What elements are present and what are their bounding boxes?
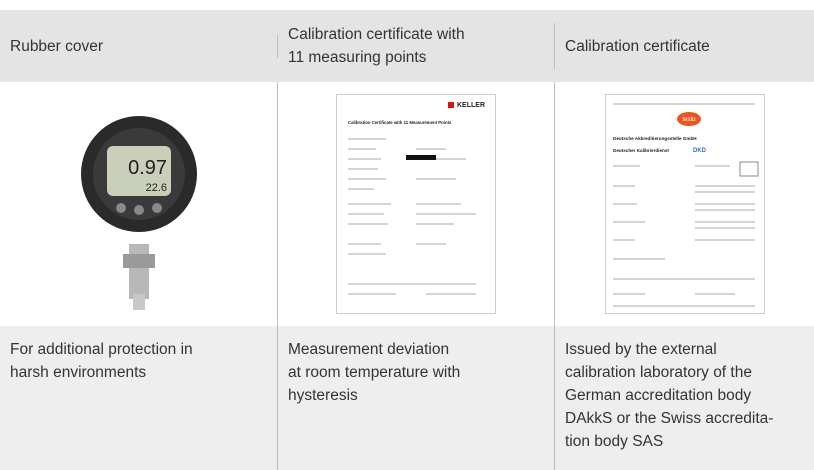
header-cell: Rubber cover — [0, 34, 278, 58]
cell-text-line: Issued by the external — [565, 341, 717, 358]
cell-text-line: at room temperature with — [288, 364, 461, 381]
cell-text-line: German accreditation body — [565, 387, 752, 404]
description-cell: Issued by the external calibration labora… — [555, 326, 814, 470]
description-row: For additional protection in harsh enviro… — [0, 326, 814, 470]
header-cell: Calibration certificate — [555, 35, 814, 58]
testo-brand: testo — [682, 117, 696, 123]
certificate-text-lines — [612, 103, 755, 307]
redaction-bar — [406, 155, 436, 160]
stamp-box — [739, 161, 758, 177]
image-cell: 0.97 22.6 — [0, 82, 278, 326]
gauge-nut — [122, 254, 155, 268]
dkd-service: Deutscher Kalibrierdienst — [613, 148, 669, 153]
cell-text-line: harsh environments — [10, 364, 147, 381]
gauge-button — [151, 203, 162, 213]
description-cell: Measurement deviation at room temperature… — [278, 326, 555, 470]
image-cell: KELLER Calibration Certificate with 11 M… — [278, 82, 555, 326]
keller-title: Calibration Certificate with 11 Measurem… — [348, 120, 452, 125]
image-cell: testo Deutsche Akkreditierungsstelle Gmb… — [555, 82, 814, 326]
dkd-mark: DKD — [693, 148, 707, 154]
cell-text-line: 11 measuring points — [288, 49, 427, 66]
gauge-button — [133, 205, 144, 215]
comparison-table: Rubber cover Calibration certificate wit… — [0, 10, 814, 470]
cell-text-line: calibration laboratory of the — [565, 364, 752, 381]
image-row: 0.97 22.6 KELLER Calibration Certificate… — [0, 82, 814, 327]
header-row: Rubber cover Calibration certificate wit… — [0, 10, 814, 83]
gauge-display — [106, 146, 171, 196]
gauge-button — [115, 203, 126, 213]
dakks-body: Deutsche Akkreditierungsstelle GmbH — [613, 136, 697, 141]
dakks-certificate-image: testo Deutsche Akkreditierungsstelle Gmb… — [604, 94, 765, 314]
gauge-secondary: 22.6 — [145, 182, 166, 194]
cell-text-line: For additional protection in — [10, 341, 193, 358]
cell-text-line: hysteresis — [288, 387, 358, 404]
cell-text-line: Measurement deviation — [288, 341, 450, 358]
cell-text-line: Calibration certificate with — [288, 26, 465, 43]
gauge-image: 0.97 22.6 — [80, 116, 197, 310]
keller-brand: KELLER — [457, 102, 485, 109]
gauge-thread — [132, 294, 145, 310]
gauge-reading: 0.97 — [128, 157, 167, 179]
cell-text-line: tion body SAS — [565, 433, 664, 450]
keller-logo — [448, 102, 454, 108]
cell-text-line: Rubber cover — [10, 37, 104, 55]
cell-text-line: Calibration certificate — [565, 37, 710, 55]
testo-logo — [676, 112, 701, 126]
keller-certificate-image: KELLER Calibration Certificate with 11 M… — [336, 94, 496, 314]
header-cell: Calibration certificate with 11 measuring… — [278, 23, 555, 69]
description-cell: For additional protection in harsh enviro… — [0, 326, 278, 470]
cell-text-line: DAkkS or the Swiss accredita- — [565, 410, 774, 427]
gauge-stem — [128, 244, 149, 299]
